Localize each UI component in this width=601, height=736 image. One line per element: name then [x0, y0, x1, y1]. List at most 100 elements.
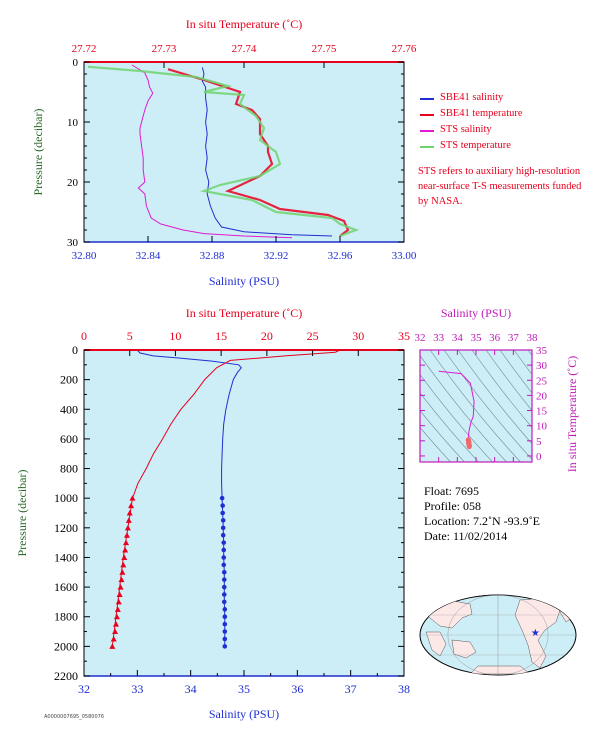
temperature-sample-point: [123, 532, 130, 538]
y-tick-label: 1600: [54, 580, 78, 594]
y-tick-label: 1000: [54, 491, 78, 505]
salinity-sample-point: [222, 636, 228, 642]
temperature-sample-point: [109, 643, 116, 649]
temperature-sample-point: [128, 502, 135, 509]
x-tick-label: 32.96: [328, 250, 353, 262]
x-tick-label: 32.88: [200, 250, 225, 262]
top-axis-title: In situ Temperature (˚C): [186, 17, 303, 31]
y-tick-label: 400: [60, 402, 78, 416]
x-tick-label: 36: [291, 682, 303, 696]
legend-label: SBE41 temperature: [440, 108, 523, 119]
x-axis-title: Salinity (PSU): [209, 707, 279, 721]
salinity-sample-point: [221, 569, 227, 575]
y-tick-label: 800: [60, 462, 78, 476]
top-tick-label: 27.72: [72, 43, 97, 55]
temperature-sample-point: [120, 561, 127, 568]
map-graticule: [420, 595, 576, 675]
isopycnal-line: [457, 350, 532, 445]
temperature-sample-point: [121, 554, 128, 560]
legend-label: STS temperature: [440, 140, 511, 151]
y-tick-label: 1400: [54, 550, 78, 564]
footer-code: A0000007695_0580076: [44, 714, 104, 720]
top-tick-label: 27.73: [152, 43, 177, 55]
top-axis-title: Salinity (PSU): [441, 306, 511, 320]
y-axis-title: Pressure (decibar): [31, 109, 45, 196]
y-tick-label: 10: [536, 421, 548, 433]
ts-sample-point: [466, 443, 472, 450]
salinity-sample-point: [220, 525, 226, 531]
temperature-sample-point: [113, 613, 120, 620]
top-tick-label: 15: [215, 329, 227, 343]
series-line-sts-salinity: [131, 64, 293, 239]
salinity-sample-point: [222, 629, 228, 634]
temperature-sample-point: [110, 635, 117, 642]
temperature-sample-point: [113, 621, 119, 627]
top-tick-label: 25: [307, 329, 319, 343]
legend-label: SBE41 salinity: [440, 92, 504, 103]
isopycnal-line: [420, 427, 451, 462]
salinity-sample-point: [220, 503, 225, 508]
temperature-sample-point: [122, 547, 129, 553]
isopycnal-line: [485, 350, 532, 412]
temperature-sample-point: [123, 539, 130, 546]
isopycnal-line: [499, 350, 532, 394]
y-tick-label: 35: [536, 345, 548, 357]
temperature-sample-point: [129, 495, 136, 501]
top-tick-label: 27.74: [232, 43, 257, 55]
world-map: ★: [419, 594, 577, 676]
profile-date: Date: 11/02/2014: [424, 529, 508, 543]
salinity-sample-point: [221, 584, 227, 590]
temperature-sample-point: [112, 628, 119, 635]
top-tick-label: 37: [508, 332, 520, 344]
y-tick-label: 1800: [54, 610, 78, 624]
temperature-sample-point: [118, 576, 125, 583]
salinity-sample-point: [222, 621, 228, 627]
y-tick-label: 10: [67, 117, 79, 129]
plot-area: [84, 62, 404, 242]
legend-swatch: [420, 98, 434, 100]
y-tick-label: 600: [60, 432, 78, 446]
continent-shape: [425, 631, 447, 657]
continent-shape: [469, 665, 531, 675]
top-tick-label: 10: [169, 329, 181, 343]
salinity-sample-point: [222, 614, 228, 620]
top-axis-title: In situ Temperature (˚C): [186, 306, 303, 320]
top-tick-label: 35: [471, 332, 483, 344]
y-tick-label: 15: [536, 406, 548, 418]
y-tick-label: 20: [67, 177, 79, 189]
legend-swatch: [420, 114, 434, 116]
top-tick-label: 5: [127, 329, 133, 343]
y-tick-label: 20: [536, 390, 548, 402]
x-axis-title: Salinity (PSU): [209, 274, 279, 288]
salinity-sample-point: [222, 644, 228, 649]
y-tick-label: 2000: [54, 639, 78, 653]
salinity-sample-point: [219, 495, 225, 501]
temperature-sample-point: [117, 584, 124, 590]
temperature-sample-point: [114, 606, 121, 612]
isopycnal-line: [429, 350, 521, 462]
x-tick-label: 37: [345, 682, 357, 696]
legend-swatch: [420, 130, 434, 132]
y-tick-label: 30: [67, 237, 79, 249]
y-tick-label: 1200: [54, 521, 78, 535]
salinity-sample-point: [221, 592, 227, 597]
temperature-sample-point: [124, 524, 131, 531]
top-tick-label: 32: [415, 332, 426, 344]
float-id: Float: 7695: [424, 484, 480, 498]
x-tick-label: 34: [185, 682, 197, 696]
x-tick-label: 32.80: [72, 250, 97, 262]
y-tick-label: 0: [536, 451, 542, 463]
float-location-marker: ★: [531, 628, 540, 639]
salinity-sample-point: [220, 518, 226, 523]
salinity-sample-point: [221, 599, 227, 605]
isopycnal-line: [443, 350, 532, 460]
x-tick-label: 33: [131, 682, 143, 696]
salinity-sample-point: [221, 562, 227, 568]
profile-number: Profile: 058: [424, 499, 481, 513]
x-tick-label: 35: [238, 682, 250, 696]
x-tick-label: 38: [398, 682, 410, 696]
top-tick-label: 36: [489, 332, 501, 344]
salinity-sample-point: [221, 547, 227, 553]
y-tick-label: 30: [536, 360, 548, 372]
